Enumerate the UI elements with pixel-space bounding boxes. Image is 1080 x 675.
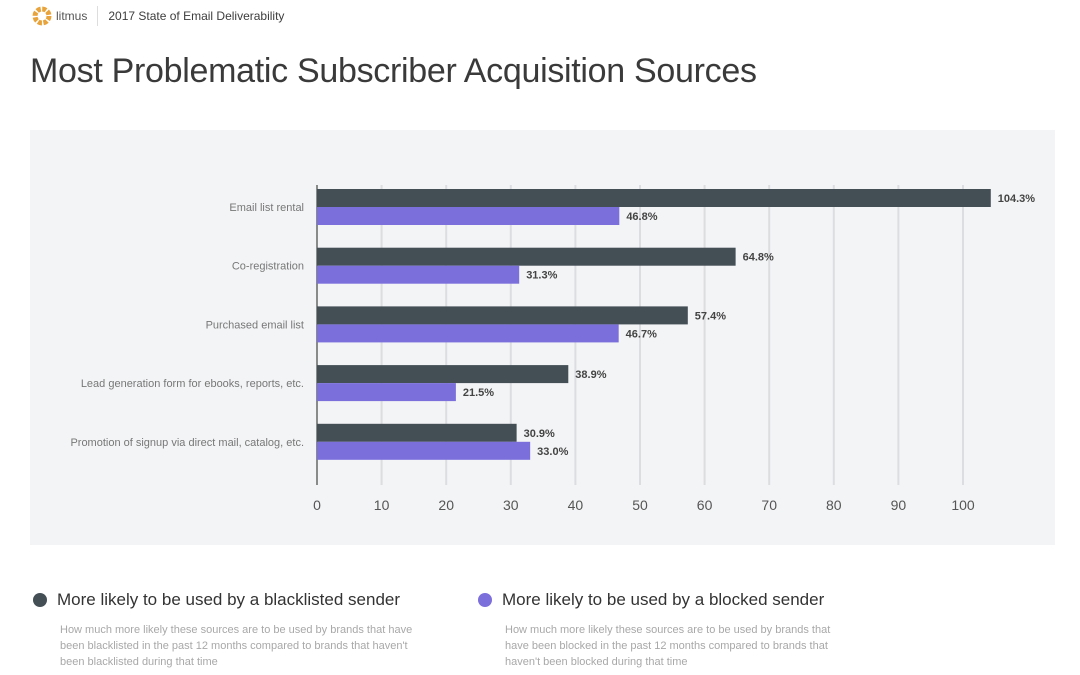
x-tick-label: 10	[374, 497, 390, 513]
category-label: Promotion of signup via direct mail, cat…	[70, 437, 304, 449]
x-tick-label: 30	[503, 497, 519, 513]
category-label: Co-registration	[232, 261, 304, 273]
data-label: 46.7%	[626, 328, 657, 340]
litmus-logo[interactable]: litmus	[32, 6, 87, 26]
legend-blacklisted: More likely to be used by a blacklisted …	[33, 590, 433, 670]
bar-blocked	[317, 265, 520, 284]
bar-blocked	[317, 383, 456, 402]
legend-description: How much more likely these sources are t…	[60, 624, 413, 668]
data-label: 31.3%	[526, 270, 557, 282]
data-label: 38.9%	[575, 369, 606, 381]
category-label: Purchased email list	[206, 319, 304, 331]
bar-blocked	[317, 441, 531, 460]
x-tick-label: 40	[568, 497, 584, 513]
bar-blacklisted	[317, 247, 736, 266]
legend-blocked: More likely to be used by a blocked send…	[478, 590, 838, 670]
x-tick-label: 20	[438, 497, 454, 513]
header: litmus 2017 State of Email Deliverabilit…	[32, 6, 284, 26]
data-label: 30.9%	[524, 428, 555, 440]
x-tick-label: 60	[697, 497, 713, 513]
category-label: Lead generation form for ebooks, reports…	[81, 378, 304, 390]
x-tick-label: 50	[632, 497, 648, 513]
page-title: Most Problematic Subscriber Acquisition …	[30, 52, 757, 90]
legend-dot-blacklisted	[33, 593, 47, 607]
data-label: 21.5%	[463, 387, 494, 399]
legend-dot-blocked	[478, 593, 492, 607]
brand-name: litmus	[56, 9, 88, 23]
x-tick-label: 70	[761, 497, 777, 513]
bar-blacklisted	[317, 306, 688, 325]
legend-title: More likely to be used by a blocked send…	[502, 590, 825, 609]
x-tick-label: 100	[951, 497, 975, 513]
bar-blocked	[317, 324, 619, 343]
data-label: 64.8%	[743, 252, 774, 264]
x-tick-label: 80	[826, 497, 842, 513]
litmus-logo-icon	[32, 6, 52, 26]
legend-description: How much more likely these sources are t…	[505, 624, 831, 668]
data-label: 104.3%	[998, 193, 1036, 205]
bar-blacklisted	[317, 423, 517, 442]
legend-title: More likely to be used by a blacklisted …	[57, 590, 401, 609]
x-tick-label: 0	[313, 497, 321, 513]
bar-blacklisted	[317, 365, 569, 384]
bar-chart: 0 10 20 30 40 50 60 70 80 90 100 Email list rental 1…	[70, 185, 1036, 513]
divider	[97, 6, 99, 26]
bar-blacklisted	[317, 189, 991, 207]
report-title: 2017 State of Email Deliverability	[108, 9, 285, 23]
category-label: Email list rental	[229, 202, 304, 214]
x-tick-label: 90	[891, 497, 907, 513]
data-label: 57.4%	[695, 310, 726, 322]
data-label: 33.0%	[537, 446, 568, 458]
data-label: 46.8%	[626, 211, 657, 223]
bar-blocked	[317, 207, 620, 225]
chart-panel: 0 10 20 30 40 50 60 70 80 90 100 Email list rental 1…	[30, 130, 1055, 545]
